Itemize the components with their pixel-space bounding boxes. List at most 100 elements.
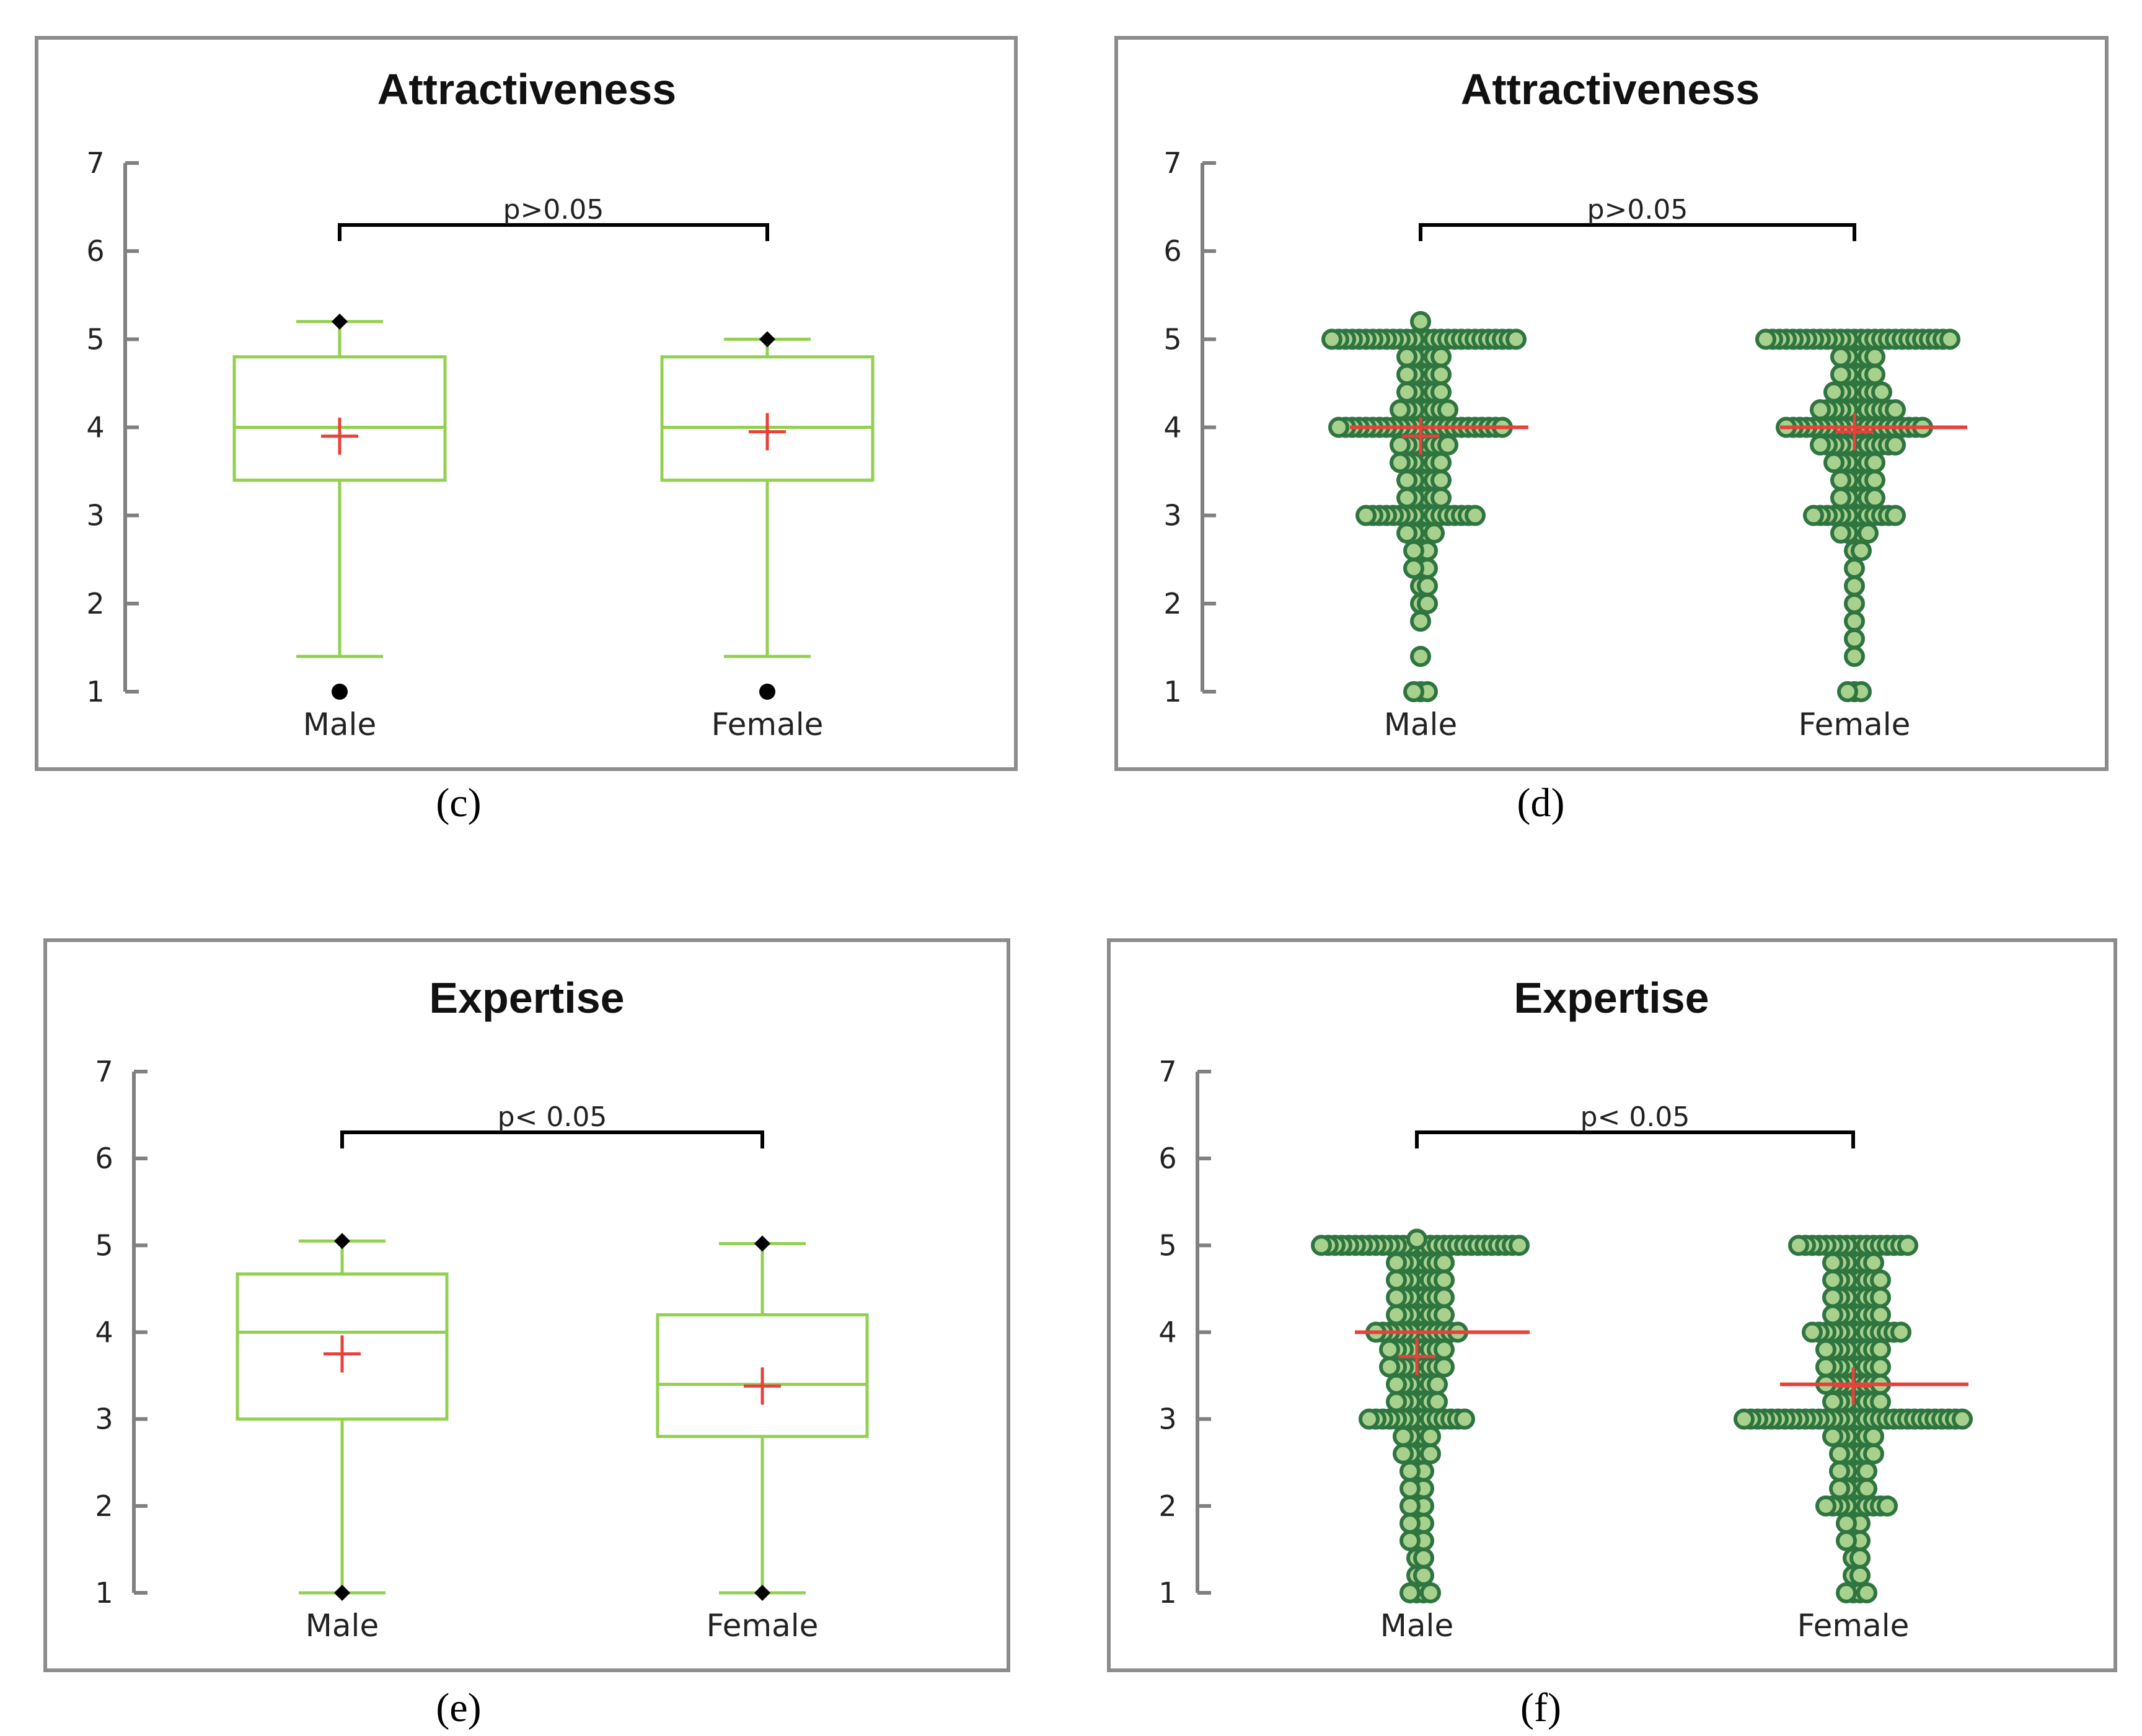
data-point	[1321, 328, 1342, 350]
data-point	[1509, 1235, 1530, 1256]
chart-title: Expertise	[1514, 974, 1709, 1022]
x-category-label: Male	[1384, 707, 1457, 742]
data-point	[1830, 487, 1851, 509]
data-point	[1822, 1304, 1843, 1326]
data-point	[1830, 364, 1851, 386]
y-tick-label: 1	[95, 1576, 113, 1610]
y-tick-label: 3	[1163, 499, 1181, 532]
data-point	[1393, 1425, 1414, 1447]
data-point	[1420, 1425, 1441, 1447]
chart-svg-f: Expertise 1 2 3 4 5 6 7 Male Female p< 0.05	[1107, 938, 2117, 1672]
data-point	[1822, 1287, 1843, 1308]
chart-svg-d: Attractiveness 1 2 3 4 5 6 7 Male Female p>0.05	[1114, 36, 2109, 771]
data-point	[1505, 328, 1527, 350]
data-point	[1864, 487, 1885, 509]
y-tick-label: 2	[86, 587, 104, 620]
data-point	[1755, 328, 1776, 350]
y-tick-label: 3	[1158, 1403, 1176, 1436]
data-point	[1434, 1252, 1455, 1274]
y-tick-label: 6	[1163, 234, 1181, 268]
chart-title: Expertise	[429, 974, 624, 1022]
max-marker	[332, 313, 348, 330]
data-point	[1396, 487, 1417, 509]
data-point	[1877, 1495, 1898, 1517]
data-point	[1856, 1478, 1877, 1499]
x-category-label: Female	[712, 707, 824, 742]
data-point	[1890, 1321, 1911, 1343]
data-point	[1399, 1530, 1421, 1551]
chart-frame	[43, 938, 1010, 1672]
y-tick-label: 5	[1163, 322, 1181, 356]
data-point	[1437, 434, 1458, 456]
y-tick-label: 2	[1163, 587, 1181, 620]
data-point	[1815, 1356, 1836, 1378]
y-tick-label: 7	[86, 146, 104, 180]
data-point	[1396, 381, 1417, 403]
data-point	[1836, 1512, 1857, 1534]
max-marker	[334, 1233, 350, 1249]
data-point	[1386, 1269, 1407, 1291]
y-tick-label: 1	[86, 675, 104, 708]
caption-d: (d)	[1517, 780, 1565, 826]
data-point	[1829, 1443, 1850, 1465]
y-tick-label: 6	[86, 234, 104, 268]
data-point	[1386, 1252, 1407, 1274]
data-point	[1870, 1287, 1891, 1308]
data-point	[1864, 469, 1885, 491]
data-point	[1396, 469, 1417, 491]
significance-bracket	[340, 1130, 764, 1148]
data-point	[1430, 487, 1452, 509]
data-point	[1420, 1582, 1441, 1603]
data-point	[1863, 1443, 1884, 1465]
chart-title: Attractiveness	[1461, 65, 1760, 113]
x-category-label: Female	[1797, 1608, 1910, 1644]
data-point	[1885, 399, 1906, 421]
p-value-label: p>0.05	[503, 194, 604, 226]
data-point	[1393, 1443, 1414, 1465]
data-point	[1430, 381, 1452, 403]
data-point	[1885, 434, 1906, 456]
data-point	[1434, 1287, 1455, 1308]
data-point	[1844, 610, 1865, 632]
data-point	[1311, 1235, 1332, 1256]
data-point	[1823, 381, 1844, 403]
chart-frame	[1107, 938, 2117, 1672]
data-point	[1870, 1269, 1891, 1291]
data-point	[1829, 1460, 1850, 1482]
data-point	[1413, 1564, 1434, 1586]
data-point	[1434, 1304, 1455, 1326]
data-point	[1844, 646, 1865, 668]
data-point	[1434, 1339, 1455, 1360]
y-tick-label: 7	[95, 1055, 113, 1088]
data-point	[1856, 1582, 1877, 1603]
data-point	[1952, 1408, 1973, 1430]
data-point	[1399, 1478, 1421, 1499]
y-tick-label: 3	[95, 1403, 113, 1436]
outlier-point	[759, 684, 775, 700]
p-value-label: p< 0.05	[498, 1101, 607, 1133]
data-point	[1864, 346, 1885, 368]
data-point	[1430, 364, 1452, 386]
y-tick-label: 5	[86, 322, 104, 356]
min-marker	[334, 1585, 350, 1601]
p-value-label: p>0.05	[1587, 194, 1688, 226]
y-tick-label: 4	[86, 411, 104, 444]
chart-panel-d: Attractiveness 1 2 3 4 5 6 7 Male Female p>0.05	[1114, 36, 2109, 771]
x-category-label: Female	[1799, 707, 1911, 742]
max-marker	[759, 331, 775, 348]
data-point	[1844, 557, 1865, 579]
data-point	[1386, 1391, 1407, 1412]
y-tick-label: 4	[1163, 411, 1181, 444]
data-point	[1837, 681, 1858, 702]
y-tick-label: 7	[1158, 1055, 1176, 1088]
data-point	[1417, 593, 1438, 614]
x-category-label: Male	[306, 1608, 379, 1644]
chart-panel-e: Expertise 1 2 3 4 5 6 7 Male Female p< 0.05	[43, 938, 1010, 1672]
data-point	[1410, 610, 1431, 632]
data-point	[1802, 1321, 1823, 1343]
data-point	[1430, 452, 1452, 474]
data-point	[1399, 1582, 1421, 1603]
data-point	[1399, 1460, 1421, 1482]
caption-f: (f)	[1520, 1685, 1561, 1730]
chart-svg-e: Expertise 1 2 3 4 5 6 7 Male Female p< 0.05	[43, 938, 1010, 1672]
